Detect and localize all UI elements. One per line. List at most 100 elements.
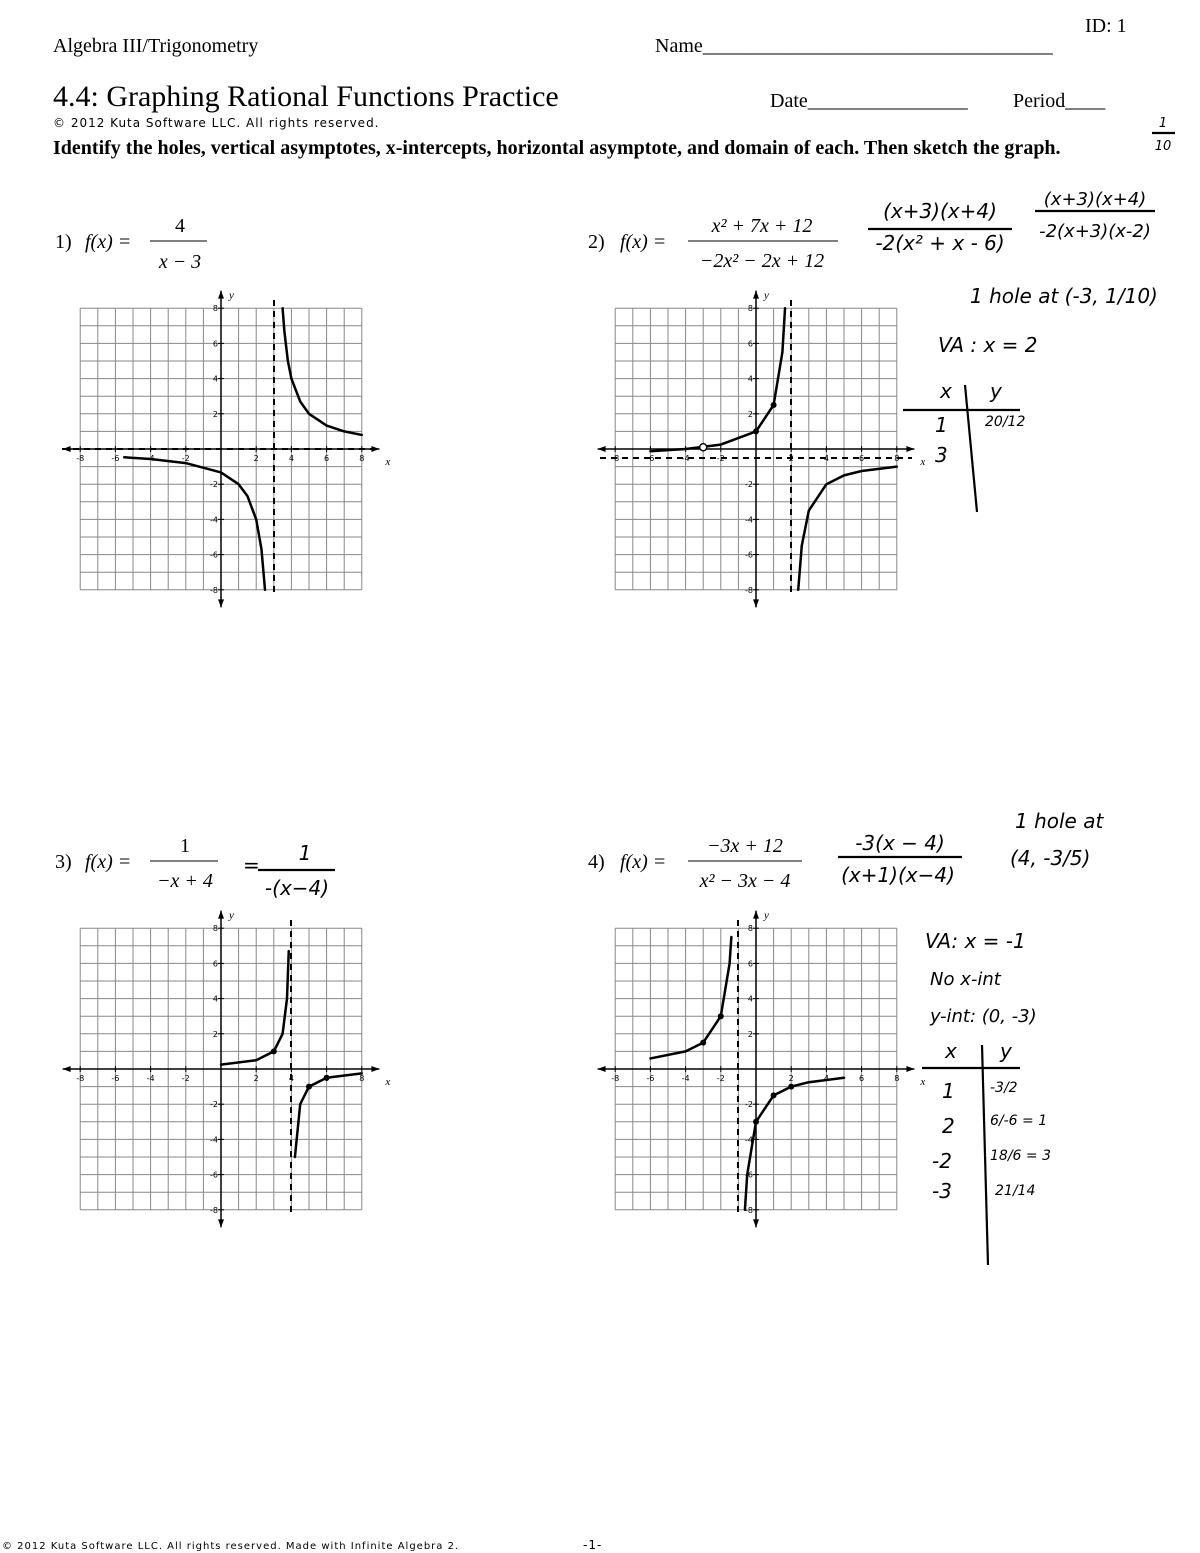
point	[770, 1092, 777, 1099]
x-tick-label: -4	[682, 454, 690, 463]
graph-sketch	[650, 937, 844, 1210]
arrow	[62, 1066, 71, 1072]
x-tick-label: -4	[147, 1074, 155, 1083]
note: -2(x+3)(x-2)	[1039, 221, 1151, 242]
x-tick-label: -6	[111, 454, 119, 463]
curve	[221, 951, 289, 1065]
note: 1	[299, 841, 312, 865]
note: VA : x = 2	[938, 333, 1038, 357]
x-tick-label: 8	[359, 1074, 364, 1083]
y-tick-label: 4	[213, 995, 218, 1004]
table-cell: 21/14	[995, 1183, 1035, 1199]
date-label: Date________________	[770, 90, 969, 112]
instructions: Identify the holes, vertical asymptotes,…	[53, 137, 1061, 159]
y-tick-label: -8	[745, 586, 753, 595]
table-rule	[980, 1044, 990, 1266]
point	[306, 1083, 312, 1090]
function: f(x) =	[620, 231, 666, 253]
course: Algebra III/Trigonometry	[53, 35, 258, 57]
note: (x+3)(x+4)	[883, 199, 997, 223]
y-tick-label: 6	[213, 959, 218, 968]
x-axis-label: x	[384, 456, 390, 468]
copyright: © 2012 Kuta Software LLC. All rights res…	[53, 116, 380, 130]
point	[753, 1118, 759, 1125]
x-tick-label: -2	[717, 454, 725, 463]
x-tick-label: -4	[682, 1074, 690, 1083]
y-tick-label: 2	[748, 1030, 753, 1039]
denominator: x² − 3x − 4	[699, 870, 791, 892]
table-cell: 18/6 = 3	[990, 1148, 1051, 1164]
y-tick-label: 4	[213, 375, 218, 384]
score: 1	[1159, 116, 1167, 131]
note: -2(x² + x - 6)	[875, 231, 1004, 255]
y-tick-label: -4	[210, 1135, 218, 1144]
arrow	[906, 1066, 915, 1072]
y-tick-label: -8	[210, 586, 218, 595]
point	[770, 402, 777, 408]
problem-number: 3)	[55, 851, 72, 873]
y-tick-label: 8	[213, 924, 218, 933]
numerator: x² + 7x + 12	[711, 215, 813, 237]
point	[753, 428, 759, 435]
curve	[745, 1078, 844, 1210]
y-tick-label: 6	[748, 959, 753, 968]
arrow	[218, 599, 224, 608]
x-tick-label: 4	[824, 454, 829, 463]
function: f(x) =	[85, 231, 131, 253]
y-tick-label: 8	[748, 304, 753, 313]
note: 1 hole at	[1015, 809, 1104, 833]
point	[323, 1074, 330, 1081]
x-axis-label: x	[919, 456, 925, 468]
y-tick-label: 6	[748, 339, 753, 348]
x-tick-label: 2	[789, 1074, 794, 1083]
point	[788, 1083, 795, 1090]
note: =	[243, 853, 260, 877]
x-tick-label: 6	[859, 1074, 864, 1083]
x-tick-label: -2	[717, 1074, 725, 1083]
arrow	[597, 1066, 606, 1072]
y-tick-label: -2	[745, 480, 753, 489]
y-tick-label: 4	[748, 995, 753, 1004]
name-label: Name___________________________________	[655, 35, 1054, 57]
y-tick-label: -4	[210, 515, 218, 524]
x-tick-label: -8	[611, 1074, 619, 1083]
arrow	[753, 910, 759, 919]
x-tick-label: 4	[824, 1074, 829, 1083]
y-tick-label: 6	[213, 339, 218, 348]
x-tick-label: 2	[254, 454, 259, 463]
table-rule	[963, 384, 979, 513]
denominator: −x + 4	[157, 870, 213, 892]
title: 4.4: Graphing Rational Functions Practic…	[53, 80, 559, 113]
y-axis-label: y	[228, 290, 234, 302]
note: 1 hole at (-3, 1/10)	[970, 284, 1158, 308]
graph-sketch	[124, 308, 362, 590]
curve	[650, 308, 785, 451]
note: (x+3)(x+4)	[1044, 189, 1146, 210]
table-cell: -2	[932, 1149, 952, 1173]
table-cell: 20/12	[985, 414, 1025, 430]
x-tick-label: -8	[76, 1074, 84, 1083]
x-tick-label: 6	[324, 454, 329, 463]
y-tick-label: -6	[210, 1171, 218, 1180]
y-tick-label: -8	[210, 1206, 218, 1215]
problem-number: 1)	[55, 231, 72, 253]
table-header: x	[939, 379, 952, 403]
x-tick-label: 2	[254, 1074, 259, 1083]
table-header: y	[989, 379, 1003, 403]
note: VA: x = -1	[925, 929, 1026, 953]
note: -3(x − 4)	[855, 831, 945, 855]
y-tick-label: 4	[748, 375, 753, 384]
period-label: Period____	[1013, 90, 1106, 112]
curve	[798, 467, 897, 590]
function: f(x) =	[620, 851, 666, 873]
denominator: −2x² − 2x + 12	[700, 250, 824, 272]
y-axis-label: y	[763, 290, 769, 302]
x-axis-label: x	[919, 1076, 925, 1088]
score: 10	[1155, 139, 1172, 154]
y-axis-label: y	[763, 910, 769, 922]
arrow	[753, 290, 759, 299]
hole	[698, 443, 708, 452]
x-tick-label: -2	[182, 1074, 190, 1083]
